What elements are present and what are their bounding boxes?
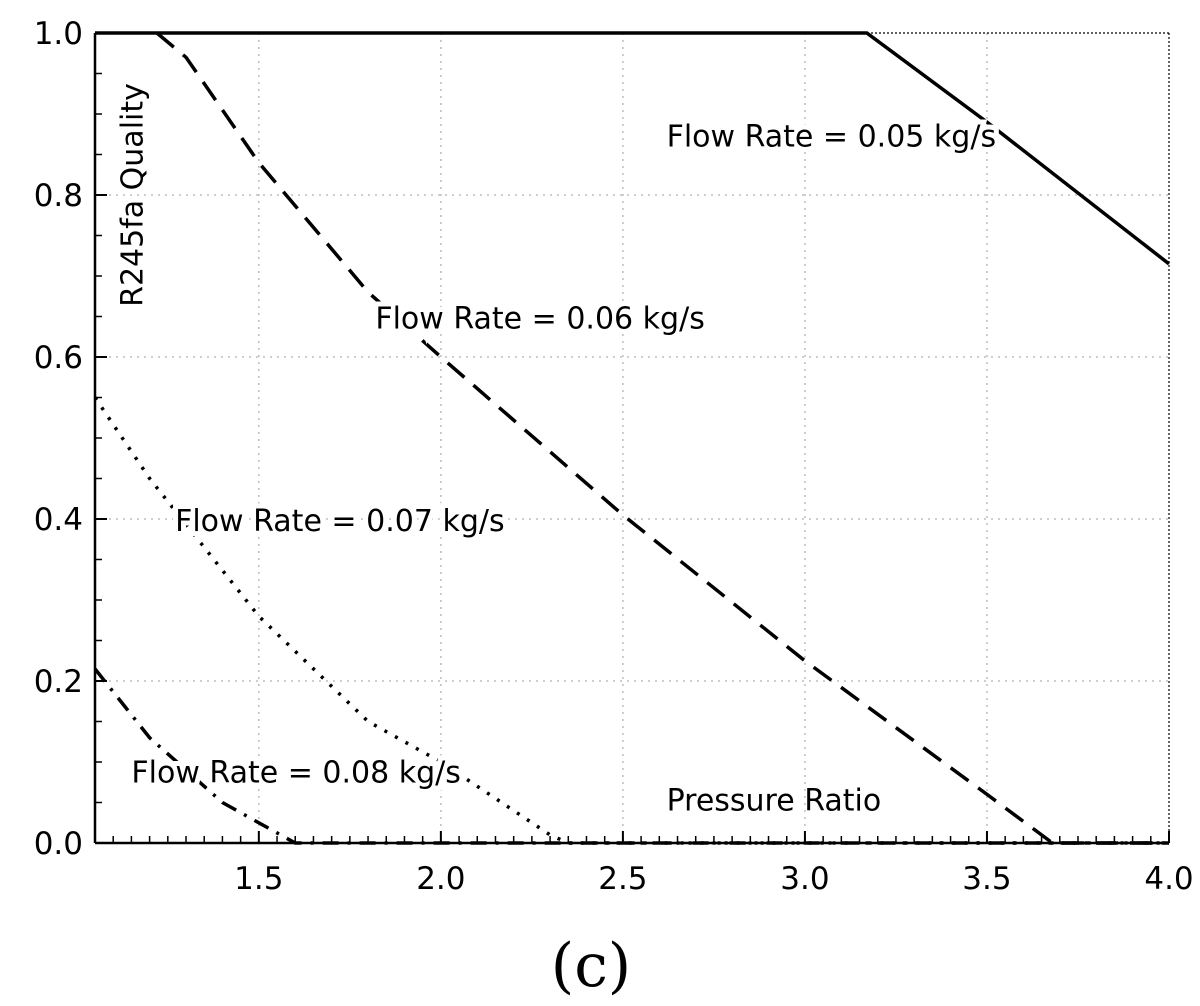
y-tick-label: 1.0 xyxy=(34,16,83,52)
y-tick-label: 0.2 xyxy=(34,664,83,700)
y-tick-label: 0.0 xyxy=(34,826,83,862)
minor-ticks xyxy=(93,32,1170,845)
y-tick-label: 0.4 xyxy=(34,502,83,538)
series-label: Flow Rate = 0.07 kg/s xyxy=(175,504,505,539)
x-tick-label: 3.0 xyxy=(780,861,829,897)
x-tick-label: 2.0 xyxy=(416,861,465,897)
x-tick-label: 3.5 xyxy=(962,861,1011,897)
series-label: Flow Rate = 0.05 kg/s xyxy=(667,119,997,154)
series-label: Flow Rate = 0.08 kg/s xyxy=(131,755,461,790)
figure-caption: (c) xyxy=(551,931,631,1001)
grid xyxy=(95,33,1169,843)
tick-labels: 1.5 2.0 2.5 3.0 3.5 4.0 0.0 0.2 0.4 0.6 0.8 1.0 xyxy=(34,16,1194,897)
series-labels: Flow Rate = 0.05 kg/s Flow Rate = 0.06 kg… xyxy=(126,114,1001,795)
x-axis-label: Pressure Ratio xyxy=(667,784,882,819)
y-tick-label: 0.6 xyxy=(34,340,83,376)
x-tick-label: 2.5 xyxy=(598,861,647,897)
y-axis-label: R245fa Quality xyxy=(115,83,150,307)
series-line-dashdot xyxy=(93,667,1169,845)
series-line-dashed xyxy=(155,31,1169,845)
series-lines xyxy=(93,31,1171,845)
series-line-solid xyxy=(95,31,1171,266)
x-tick-label: 4.0 xyxy=(1144,861,1193,897)
x-tick-label: 1.5 xyxy=(234,861,283,897)
y-tick-label: 0.8 xyxy=(34,178,83,214)
series-label: Flow Rate = 0.06 kg/s xyxy=(375,302,705,337)
